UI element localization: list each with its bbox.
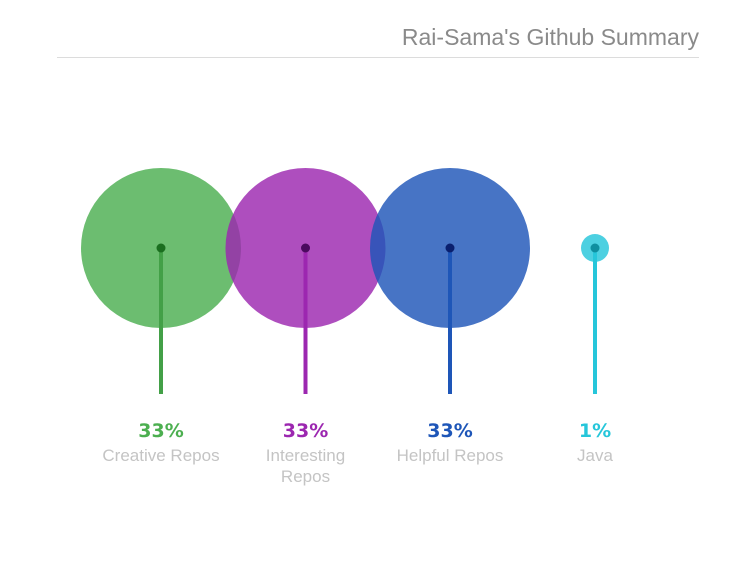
bubble-center-dot-4 [590,243,600,253]
category-label-1: Creative Repos [102,446,219,465]
category-label-4: Java [577,446,613,465]
bubble-center-dot-3 [445,243,455,253]
category-label-2: Interesting [266,446,345,465]
category-label-2: Repos [281,467,330,486]
labels-layer: 33% Creative Repos 33% Interesting Repos 33% H… [102,420,613,486]
bubble-center-dot-1 [156,243,166,253]
value-label-2: 33% [283,420,328,442]
stems-layer [156,243,600,394]
title-divider [57,57,699,58]
chart-title: Rai-Sama's Github Summary [401,24,699,50]
bubble-center-dot-2 [301,243,310,253]
value-label-3: 33% [427,420,472,442]
value-label-1: 33% [138,420,183,442]
value-label-4: 1% [579,420,611,442]
category-label-3: Helpful Repos [397,446,504,465]
